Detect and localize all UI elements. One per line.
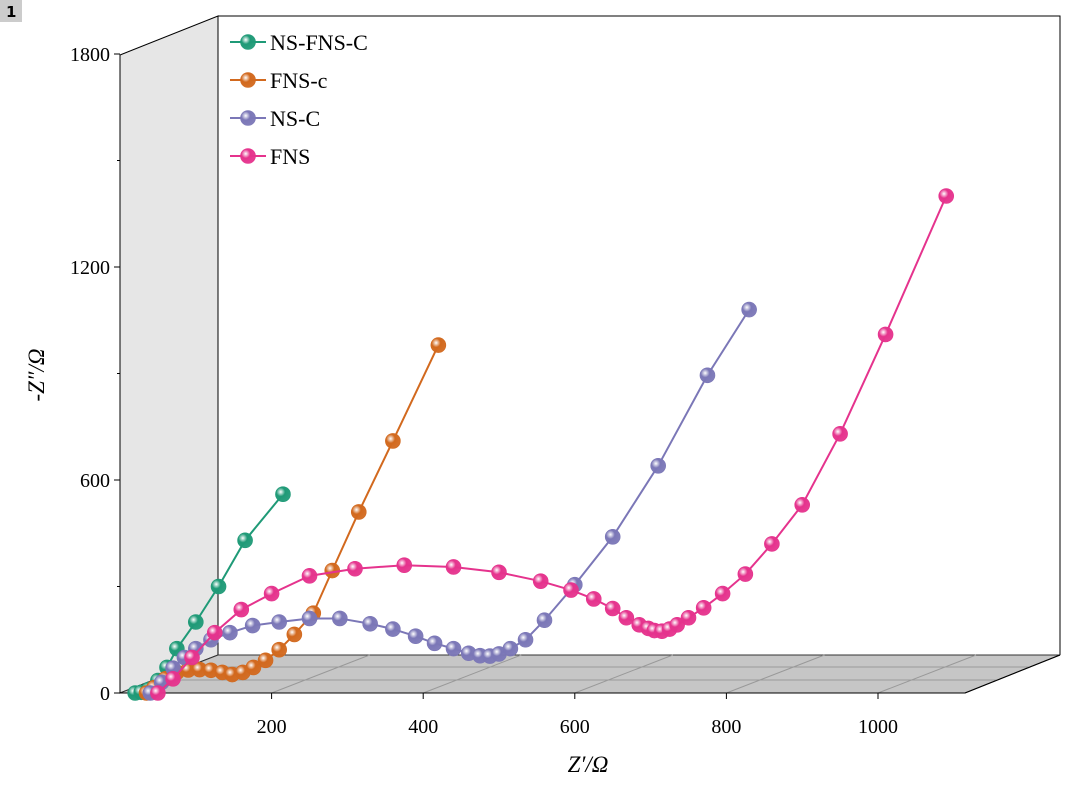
data-point (301, 568, 318, 584)
panel-badge: 1 (0, 0, 22, 22)
data-point (618, 609, 635, 626)
series-fns (150, 188, 955, 701)
data-point (233, 601, 250, 618)
data-point (832, 426, 848, 442)
data-point (275, 486, 291, 503)
y-axis-ticks: 0 600 1200 1800 (70, 44, 120, 705)
x-tick-label: 400 (408, 716, 438, 738)
back-wall-edge (218, 15, 1061, 655)
data-point (877, 326, 894, 343)
data-point (794, 497, 811, 513)
x-tick-label: 1000 (858, 716, 898, 738)
data-point (695, 599, 712, 616)
data-point (445, 640, 462, 657)
y-tick-label: 0 (100, 683, 110, 705)
data-point (714, 585, 731, 602)
data-point (699, 367, 716, 384)
data-point (271, 614, 287, 630)
floor-right-edge (964, 654, 1061, 694)
legend-marker (240, 148, 256, 164)
x-axis-ticks: 200 400 600 800 1000 (257, 693, 898, 738)
legend-label: FNS-c (270, 68, 328, 93)
data-point (210, 578, 227, 595)
data-point (764, 536, 780, 552)
data-point (938, 188, 955, 204)
y-tick-label: 1800 (70, 44, 110, 66)
x-tick-label: 600 (560, 716, 590, 738)
data-point (585, 591, 602, 607)
data-point (206, 624, 223, 641)
legend-label: NS-FNS-C (270, 30, 368, 55)
plot-frame (119, 15, 1061, 694)
floor-grid-line (726, 654, 825, 694)
data-point (237, 532, 253, 549)
data-point (536, 612, 553, 629)
legend-item: NS-C (230, 106, 320, 131)
data-point (604, 528, 621, 545)
legend-item: FNS-c (230, 68, 328, 93)
data-point (385, 621, 401, 637)
legend-item: NS-FNS-C (230, 30, 368, 55)
data-point (517, 631, 534, 648)
data-point (286, 626, 303, 643)
legend-marker (240, 110, 256, 126)
panel-label: 1 (6, 3, 16, 21)
data-point (332, 610, 348, 627)
data-point (563, 582, 579, 598)
legend-label: NS-C (270, 106, 320, 131)
x-axis-title: Z′/Ω (568, 752, 609, 777)
y-tick-label: 600 (80, 470, 110, 492)
data-point (245, 659, 262, 676)
floor-grid-line (271, 654, 370, 694)
data-point (150, 685, 166, 701)
data-point (650, 457, 666, 474)
data-point (222, 624, 238, 641)
data-point (362, 615, 378, 632)
data-point (430, 337, 447, 353)
legend-marker (240, 34, 256, 50)
data-point (396, 557, 413, 574)
data-point (257, 652, 274, 669)
data-point (301, 610, 318, 627)
floor-grid-line (877, 654, 977, 694)
x-tick-label: 200 (257, 716, 287, 738)
data-point (244, 617, 261, 634)
series-ns-c (142, 301, 757, 701)
data-point (350, 504, 367, 520)
data-point (184, 649, 200, 666)
data-point (741, 301, 757, 318)
y-axis-title: -Z″/Ω (24, 348, 49, 401)
data-point (165, 670, 181, 687)
data-point (271, 641, 287, 658)
y-tick-label: 1200 (70, 257, 110, 279)
data-point (407, 628, 424, 645)
data-point (502, 640, 519, 657)
data-point (491, 564, 507, 581)
floor-grid-line (574, 654, 673, 694)
floor-grid (153, 654, 1030, 694)
data-point (263, 585, 280, 602)
data-point (426, 635, 443, 652)
data-point (347, 560, 363, 577)
data-point (680, 609, 697, 626)
legend-label: FNS (270, 144, 310, 169)
data-point (737, 566, 754, 582)
data-point (445, 559, 462, 575)
data-point (385, 433, 401, 449)
data-point (604, 600, 621, 617)
legend: NS-FNS-C FNS-c NS-C FNS (230, 30, 368, 169)
data-point (532, 573, 549, 589)
series-layer (127, 188, 955, 701)
x-tick-label: 800 (711, 716, 741, 738)
floor-grid-line (423, 654, 522, 694)
legend-marker (240, 72, 256, 88)
legend-item: FNS (230, 144, 310, 169)
data-point (188, 614, 204, 630)
data-point (669, 617, 685, 633)
left-wall (119, 15, 219, 694)
